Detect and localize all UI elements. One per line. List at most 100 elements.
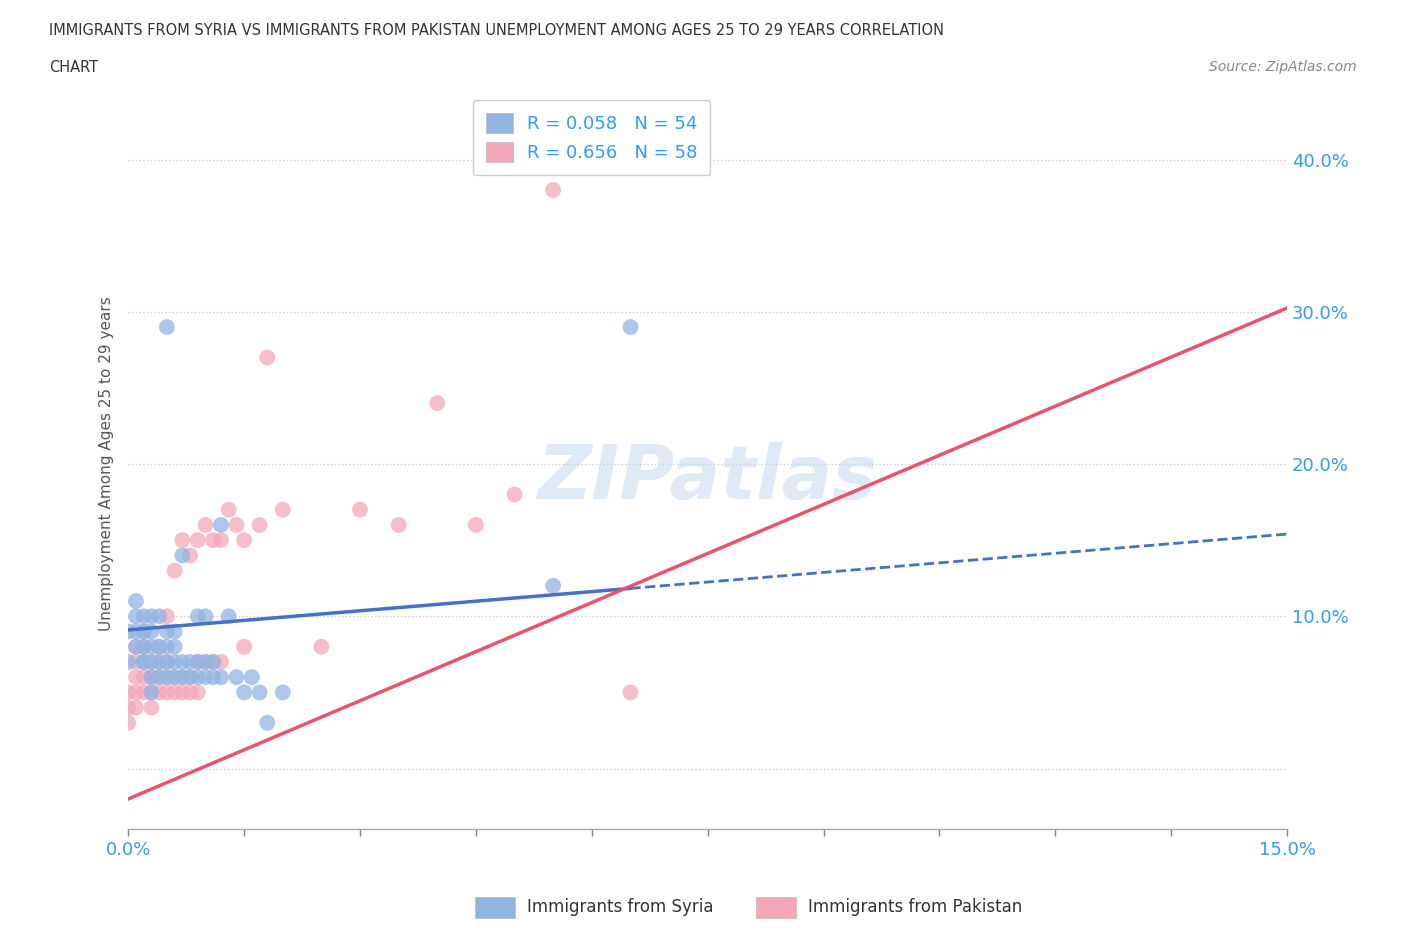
Point bbox=[141, 700, 163, 715]
Point bbox=[187, 670, 209, 684]
Point bbox=[179, 670, 201, 684]
Point bbox=[141, 670, 163, 684]
Point bbox=[187, 609, 209, 624]
Point bbox=[125, 639, 148, 654]
Point bbox=[132, 624, 155, 639]
Point bbox=[426, 396, 449, 411]
Point bbox=[156, 685, 179, 700]
Point bbox=[172, 685, 194, 700]
Point bbox=[163, 564, 186, 578]
Point bbox=[148, 639, 170, 654]
Point bbox=[194, 670, 217, 684]
Point bbox=[194, 609, 217, 624]
Legend: R = 0.058   N = 54, R = 0.656   N = 58: R = 0.058 N = 54, R = 0.656 N = 58 bbox=[474, 100, 710, 175]
Point bbox=[541, 578, 564, 593]
Point bbox=[271, 502, 294, 517]
Point bbox=[194, 655, 217, 670]
Point bbox=[148, 655, 170, 670]
Point bbox=[132, 670, 155, 684]
Point bbox=[179, 655, 201, 670]
Point bbox=[172, 533, 194, 548]
Point bbox=[172, 655, 194, 670]
Point bbox=[541, 182, 564, 197]
Point bbox=[156, 624, 179, 639]
Point bbox=[132, 639, 155, 654]
Point bbox=[132, 655, 155, 670]
Point bbox=[163, 685, 186, 700]
Point bbox=[132, 655, 155, 670]
Point bbox=[240, 670, 263, 684]
Point bbox=[148, 670, 170, 684]
Point bbox=[503, 487, 526, 502]
Text: Immigrants from Syria: Immigrants from Syria bbox=[527, 897, 714, 916]
Point bbox=[187, 655, 209, 670]
Point bbox=[132, 624, 155, 639]
Point bbox=[117, 685, 139, 700]
Point bbox=[156, 655, 179, 670]
Point bbox=[148, 639, 170, 654]
Point bbox=[311, 639, 333, 654]
Point bbox=[148, 609, 170, 624]
Point bbox=[218, 609, 240, 624]
Point bbox=[156, 670, 179, 684]
Text: CHART: CHART bbox=[49, 60, 98, 75]
Point bbox=[172, 670, 194, 684]
Point bbox=[225, 670, 247, 684]
Point bbox=[156, 639, 179, 654]
Point bbox=[125, 655, 148, 670]
Point bbox=[388, 517, 411, 532]
Point bbox=[141, 670, 163, 684]
Point bbox=[125, 670, 148, 684]
Point bbox=[163, 639, 186, 654]
Point bbox=[172, 670, 194, 684]
Point bbox=[233, 533, 256, 548]
Point bbox=[141, 639, 163, 654]
Point bbox=[125, 639, 148, 654]
Point bbox=[218, 502, 240, 517]
Point bbox=[179, 670, 201, 684]
Point bbox=[132, 639, 155, 654]
Point bbox=[132, 655, 155, 670]
Point bbox=[249, 517, 271, 532]
Point bbox=[464, 517, 486, 532]
Point bbox=[148, 670, 170, 684]
Point bbox=[156, 670, 179, 684]
Point bbox=[125, 700, 148, 715]
Point bbox=[141, 609, 163, 624]
Point bbox=[209, 533, 232, 548]
Y-axis label: Unemployment Among Ages 25 to 29 years: Unemployment Among Ages 25 to 29 years bbox=[100, 297, 114, 631]
Point bbox=[125, 593, 148, 608]
Point bbox=[148, 685, 170, 700]
Point bbox=[233, 685, 256, 700]
Text: Source: ZipAtlas.com: Source: ZipAtlas.com bbox=[1209, 60, 1357, 74]
Point bbox=[141, 655, 163, 670]
Point bbox=[256, 715, 278, 730]
Point bbox=[117, 624, 139, 639]
Point bbox=[125, 624, 148, 639]
Point bbox=[233, 639, 256, 654]
Text: ZIPatlas: ZIPatlas bbox=[537, 442, 877, 515]
Point bbox=[194, 517, 217, 532]
Point bbox=[271, 685, 294, 700]
Point bbox=[172, 548, 194, 563]
Point bbox=[132, 609, 155, 624]
Point bbox=[163, 670, 186, 684]
Text: IMMIGRANTS FROM SYRIA VS IMMIGRANTS FROM PAKISTAN UNEMPLOYMENT AMONG AGES 25 TO : IMMIGRANTS FROM SYRIA VS IMMIGRANTS FROM… bbox=[49, 23, 945, 38]
Point bbox=[209, 517, 232, 532]
Point bbox=[132, 685, 155, 700]
Point bbox=[179, 548, 201, 563]
Point bbox=[209, 670, 232, 684]
Point bbox=[156, 655, 179, 670]
Point bbox=[117, 700, 139, 715]
Point bbox=[141, 655, 163, 670]
Point bbox=[225, 517, 247, 532]
Point bbox=[163, 670, 186, 684]
Point bbox=[125, 685, 148, 700]
Point bbox=[256, 350, 278, 365]
Point bbox=[202, 655, 225, 670]
Point bbox=[148, 655, 170, 670]
Point bbox=[619, 685, 641, 700]
Point bbox=[125, 609, 148, 624]
Point bbox=[179, 685, 201, 700]
Point bbox=[156, 320, 179, 335]
